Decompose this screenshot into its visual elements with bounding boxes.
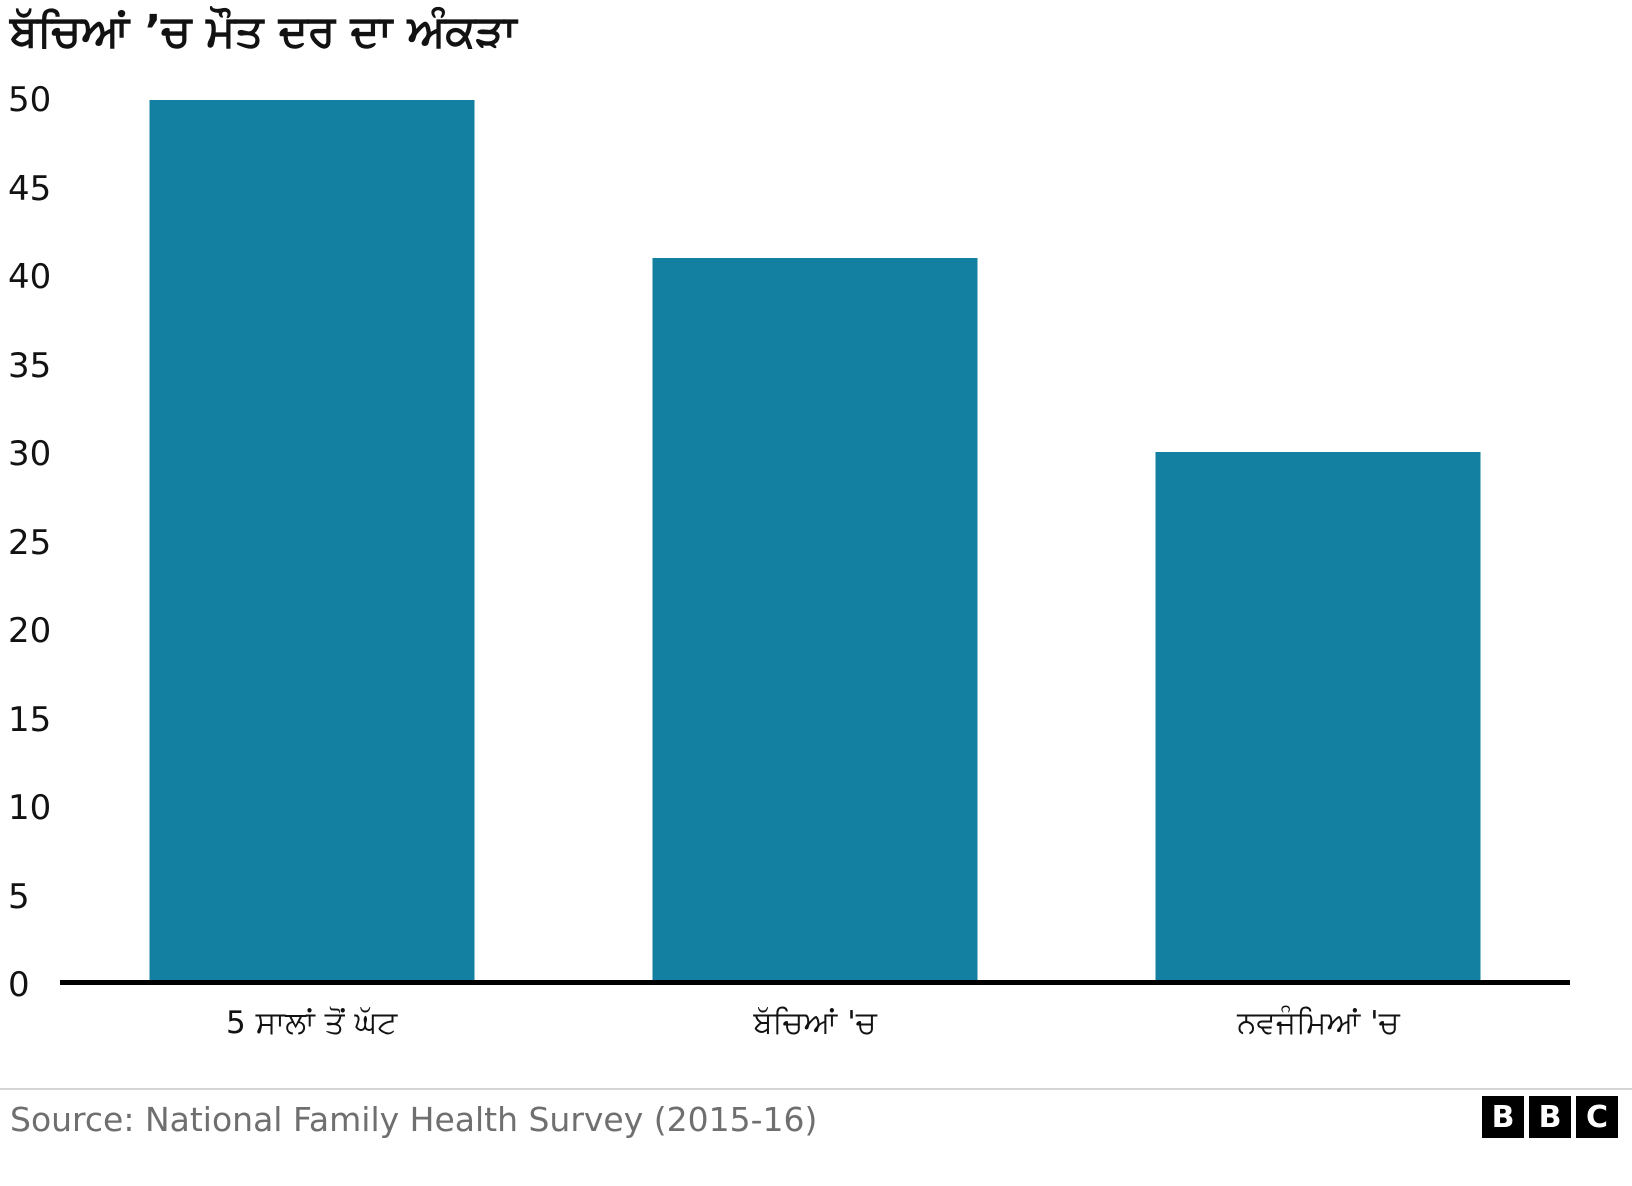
bar-0 (149, 100, 475, 980)
bar-column (1067, 100, 1570, 980)
y-tick-label: 10 (8, 788, 52, 828)
y-tick-label: 20 (8, 611, 52, 651)
bar-column (60, 100, 563, 980)
y-tick-label: 30 (8, 434, 52, 474)
y-tick-label: 5 (8, 876, 30, 917)
y-tick-label: 50 (8, 80, 52, 120)
x-axis-labels: 5 ਸਾਲਾਂ ਤੋਂ ਘੱਟ ਬੱਚਿਆਂ 'ਚ ਨਵਜੰਮਿਆਂ 'ਚ (60, 1005, 1570, 1042)
bar-chart: 0 5 10 15 20 25 30 35 40 45 50 (0, 83, 1570, 1002)
y-tick-label: 25 (8, 522, 52, 563)
x-tick-label: ਨਵਜੰਮਿਆਂ 'ਚ (1237, 1005, 1400, 1041)
y-tick-label: 40 (8, 257, 52, 297)
chart-title: ਬੱਚਿਆਂ ’ਚ ਮੌਤ ਦਰ ਦਾ ਅੰਕੜਾ (10, 6, 517, 57)
y-tick-label: 0 (8, 965, 30, 1005)
bbc-logo-letter: C (1576, 1096, 1618, 1138)
y-tick-label: 45 (8, 168, 52, 209)
y-tick-label: 15 (8, 699, 52, 740)
bar-2 (1155, 452, 1481, 980)
y-axis: 0 5 10 15 20 25 30 35 40 45 50 (0, 83, 55, 1002)
bar-1 (652, 258, 978, 980)
bbc-logo-letter: B (1529, 1096, 1571, 1138)
x-tick-label: 5 ਸਾਲਾਂ ਤੋਂ ਘੱਟ (226, 1005, 398, 1041)
bbc-logo-letter: B (1482, 1096, 1524, 1138)
footer-divider (0, 1088, 1632, 1090)
source-text: Source: National Family Health Survey (2… (10, 1100, 818, 1139)
x-tick-label: ਬੱਚਿਆਂ 'ਚ (753, 1005, 877, 1041)
y-tick-label: 35 (8, 345, 52, 386)
plot-area (60, 100, 1570, 985)
bbc-logo: B B C (1482, 1096, 1618, 1138)
bar-column (563, 100, 1066, 980)
